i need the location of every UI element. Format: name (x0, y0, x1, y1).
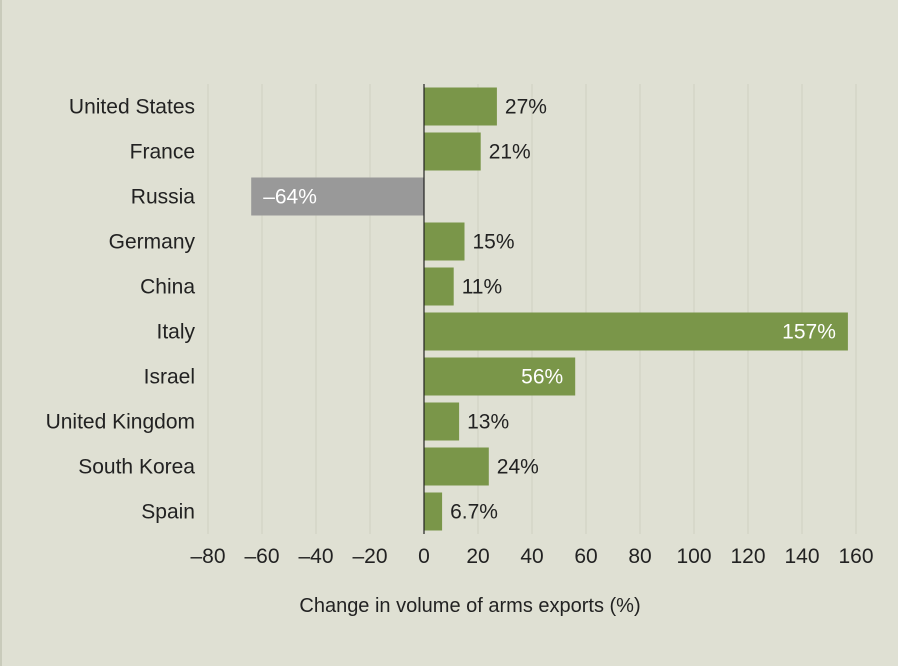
x-axis-title: Change in volume of arms exports (%) (299, 595, 640, 617)
left-border (0, 0, 2, 666)
x-tick-label: 80 (628, 545, 651, 568)
data-label: 24% (497, 456, 539, 479)
x-tick-label: 60 (574, 545, 597, 568)
data-label: 13% (467, 411, 509, 434)
data-label: 157% (782, 321, 836, 344)
category-label: United States (69, 96, 195, 119)
category-label: South Korea (78, 456, 195, 479)
x-tick-label: 20 (466, 545, 489, 568)
bar (424, 267, 454, 306)
bar (424, 402, 460, 441)
category-label: United Kingdom (46, 411, 195, 434)
data-label: 11% (462, 276, 502, 299)
bar (424, 312, 848, 351)
x-tick-label: 40 (520, 545, 543, 568)
x-tick-label: –40 (298, 545, 333, 568)
bar (251, 177, 424, 216)
bar (424, 222, 465, 261)
x-tick-label: 0 (418, 545, 430, 568)
x-tick-label: –20 (352, 545, 387, 568)
data-label: 27% (505, 96, 547, 119)
x-tick-label: 160 (838, 545, 873, 568)
x-tick-label: 140 (784, 545, 819, 568)
category-label: China (140, 276, 195, 299)
x-tick-label: 100 (676, 545, 711, 568)
category-label: Russia (131, 186, 196, 209)
bar (424, 447, 489, 486)
bar (424, 492, 443, 531)
category-label: Italy (156, 321, 195, 344)
category-label: Spain (141, 501, 195, 524)
category-label: Israel (144, 366, 195, 389)
x-tick-label: –80 (190, 545, 225, 568)
data-label: 6.7% (450, 501, 498, 524)
data-label: 56% (521, 366, 563, 389)
bar (424, 132, 481, 171)
x-tick-label: –60 (244, 545, 279, 568)
category-label: Germany (109, 231, 196, 254)
data-label: 21% (489, 141, 531, 164)
category-label: France (130, 141, 195, 164)
x-tick-label: 120 (730, 545, 765, 568)
bar (424, 357, 576, 396)
data-label: 15% (473, 231, 515, 254)
data-label: –64% (263, 186, 317, 209)
bar (424, 87, 497, 126)
